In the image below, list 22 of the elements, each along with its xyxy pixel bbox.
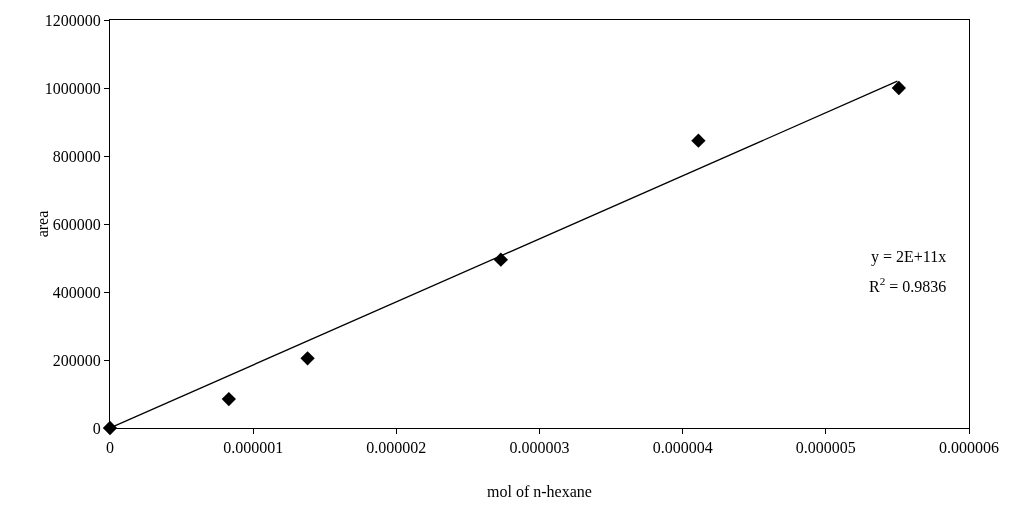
x-tick-label: 0.000005 (795, 439, 856, 457)
x-axis-title: mol of n-hexane (487, 482, 592, 500)
y-tick-label: 0 (92, 419, 101, 437)
y-tick-label: 1200000 (44, 11, 101, 29)
y-tick-label: 600000 (52, 215, 101, 233)
x-tick-label: 0.000002 (366, 439, 427, 457)
y-tick-label: 200000 (52, 351, 101, 369)
annotation: y = 2E+11x (871, 248, 947, 266)
x-tick-label: 0.000004 (652, 439, 713, 457)
point (221, 391, 236, 407)
y-tick-label: 800000 (52, 147, 101, 165)
x-tick-label: 0.000003 (509, 439, 570, 457)
x-tick-label: 0.000006 (939, 439, 999, 457)
annotation: R$^{2}$ = 0.9836 (869, 275, 947, 295)
point (691, 133, 706, 148)
y-tick-label: 1000000 (44, 79, 101, 97)
point (300, 351, 315, 366)
point (891, 80, 906, 96)
y-tick-label: 400000 (52, 283, 101, 301)
x-tick-label: 0.000001 (223, 439, 284, 457)
y-axis-title: area (33, 210, 51, 238)
x-tick-label: 0 (106, 439, 114, 457)
